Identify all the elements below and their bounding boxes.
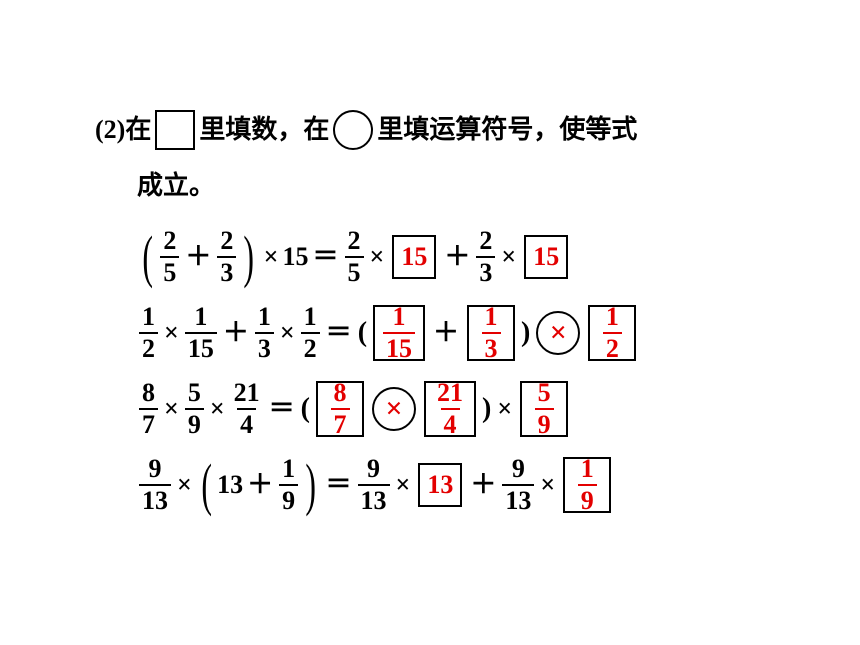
left-paren: ( [301, 395, 310, 423]
fraction: 2 3 [476, 228, 495, 286]
fraction: 9 13 [139, 456, 171, 514]
fraction: 21 4 [231, 380, 263, 438]
answer-box: 1 15 [373, 305, 425, 361]
answer-box: 13 [418, 463, 462, 507]
integer: 13 [217, 472, 243, 498]
plus-op: ＋ [444, 244, 470, 270]
times-op: × [264, 244, 279, 270]
fraction-answer: 8 7 [331, 380, 350, 438]
plus-op: ＋ [247, 472, 273, 498]
prompt-text-a: 在 [125, 108, 151, 152]
fraction: 1 2 [139, 304, 158, 362]
times-op: × [177, 472, 192, 498]
plus-op: ＋ [433, 320, 459, 346]
answer-box: 8 7 [316, 381, 364, 437]
prompt-text-d: 成立。 [137, 171, 215, 200]
left-paren: ( [358, 319, 367, 347]
prompt-text-c: 里填运算符号，使等式 [377, 108, 637, 152]
answer-box: 1 3 [467, 305, 515, 361]
fraction-answer: 21 4 [434, 380, 466, 438]
circle-blank-icon [333, 110, 373, 150]
answer-box: 1 2 [588, 305, 636, 361]
plus-op: ＋ [470, 472, 496, 498]
right-paren: ) [521, 319, 530, 347]
equation-3: 8 7 × 5 9 × 21 4 ＝ ( 8 7 × 21 4 [137, 380, 795, 438]
square-blank-icon [155, 110, 195, 150]
equation-4: 9 13 × ( 13 ＋ 1 9 ) ＝ 9 13 × 13 ＋ 9 13 ×… [137, 456, 795, 514]
answer-box: 15 [524, 235, 568, 279]
fraction-answer: 5 9 [535, 380, 554, 438]
equals-op: ＝ [326, 472, 352, 498]
prompt-label: (2) [95, 108, 125, 152]
fraction-answer: 1 2 [603, 304, 622, 362]
answer-box: 15 [392, 235, 436, 279]
fraction: 1 15 [185, 304, 217, 362]
times-op: × [370, 244, 385, 270]
fraction-answer: 1 3 [482, 304, 501, 362]
fraction: 2 5 [160, 228, 179, 286]
answer-box: 1 9 [563, 457, 611, 513]
integer: 15 [283, 244, 309, 270]
answer-box: 5 9 [520, 381, 568, 437]
times-op: × [501, 244, 516, 270]
equals-op: ＝ [313, 244, 339, 270]
times-op: × [280, 320, 295, 346]
equals-op: ＝ [269, 396, 295, 422]
fraction: 2 3 [217, 228, 236, 286]
fraction: 9 13 [502, 456, 534, 514]
equals-op: ＝ [326, 320, 352, 346]
prompt-text-b: 里填数，在 [199, 108, 329, 152]
operator-circle: × [372, 387, 416, 431]
fraction: 1 2 [301, 304, 320, 362]
prompt-line-1: (2) 在 里填数，在 里填运算符号，使等式 [95, 108, 795, 152]
fraction: 5 9 [185, 380, 204, 438]
times-op: × [210, 396, 225, 422]
fraction: 2 5 [345, 228, 364, 286]
times-op: × [396, 472, 411, 498]
times-op: × [497, 396, 512, 422]
answer-box: 21 4 [424, 381, 476, 437]
left-paren-icon: ( [142, 234, 153, 280]
times-op: × [164, 396, 179, 422]
right-paren: ) [482, 395, 491, 423]
left-paren-icon: ( [201, 462, 212, 508]
operator-circle: × [536, 311, 580, 355]
fraction: 9 13 [358, 456, 390, 514]
times-op: × [164, 320, 179, 346]
prompt-line-2: 成立。 [137, 164, 795, 208]
plus-op: ＋ [223, 320, 249, 346]
fraction: 1 9 [279, 456, 298, 514]
fraction-answer: 1 9 [578, 456, 597, 514]
fraction: 8 7 [139, 380, 158, 438]
equation-1: ( 2 5 ＋ 2 3 ) × 15 ＝ 2 5 × 15 ＋ 2 3 × 15 [137, 228, 795, 286]
plus-op: ＋ [185, 244, 211, 270]
worksheet-content: (2) 在 里填数，在 里填运算符号，使等式 成立。 ( 2 5 ＋ 2 3 )… [95, 108, 795, 532]
times-op: × [540, 472, 555, 498]
right-paren-icon: ) [244, 234, 255, 280]
equation-2: 1 2 × 1 15 ＋ 1 3 × 1 2 ＝ ( 1 15 ＋ 1 [137, 304, 795, 362]
fraction-answer: 1 15 [383, 304, 415, 362]
fraction: 1 3 [255, 304, 274, 362]
right-paren-icon: ) [306, 462, 317, 508]
